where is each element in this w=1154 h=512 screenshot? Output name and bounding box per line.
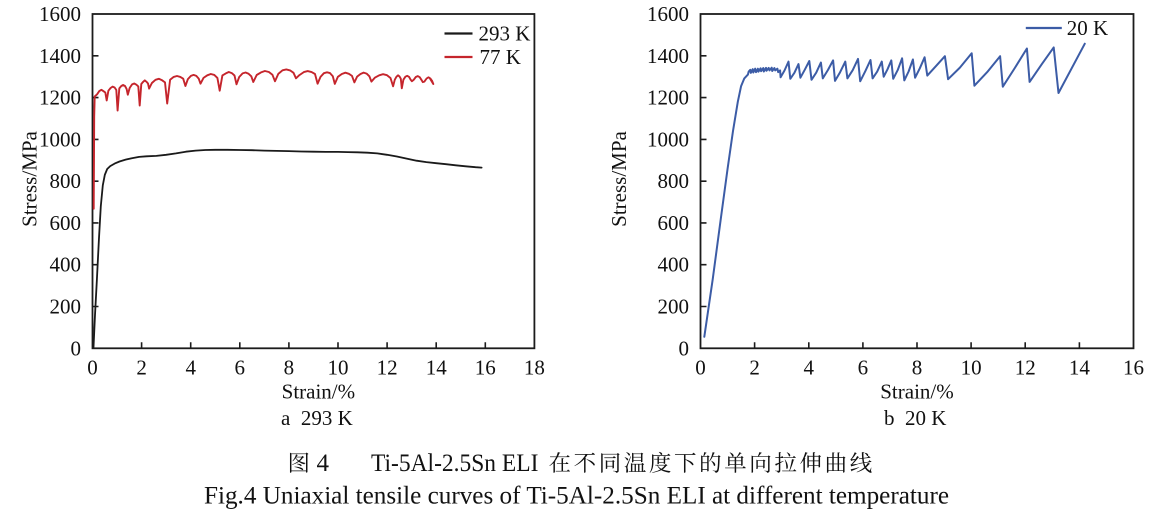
svg-text:600: 600 [658,211,690,235]
svg-text:Strain/%: Strain/% [880,379,954,403]
svg-text:1600: 1600 [39,2,81,26]
svg-text:0: 0 [695,355,706,379]
svg-text:1000: 1000 [647,127,689,151]
svg-text:0: 0 [71,336,82,360]
svg-text:16: 16 [475,355,496,379]
svg-text:Fig.4 Uniaxial tensile curves: Fig.4 Uniaxial tensile curves of Ti-5Al-… [204,482,949,509]
svg-text:200: 200 [50,295,82,319]
svg-text:293 K: 293 K [479,22,531,46]
svg-text:200: 200 [658,295,690,319]
svg-text:1200: 1200 [647,86,689,110]
svg-text:800: 800 [658,169,690,193]
svg-text:20 K: 20 K [1067,16,1108,40]
svg-text:600: 600 [50,211,82,235]
svg-text:4: 4 [804,355,815,379]
svg-text:0: 0 [679,336,690,360]
svg-text:b 20 K: b 20 K [884,406,946,430]
svg-text:Stress/MPa: Stress/MPa [18,130,42,226]
svg-text:1000: 1000 [39,127,81,151]
svg-text:800: 800 [50,169,82,193]
svg-text:Ti-5Al-2.5Sn ELI: Ti-5Al-2.5Sn ELI [371,450,538,477]
svg-text:Stress/MPa: Stress/MPa [607,130,631,226]
svg-text:6: 6 [858,355,869,379]
svg-text:Strain/%: Strain/% [282,379,356,403]
svg-text:0: 0 [87,355,98,379]
svg-text:1400: 1400 [647,44,689,68]
svg-text:1400: 1400 [39,44,81,68]
svg-text:1200: 1200 [39,86,81,110]
svg-text:10: 10 [961,355,982,379]
svg-text:400: 400 [658,253,690,277]
svg-text:4: 4 [317,450,330,477]
svg-text:18: 18 [524,355,545,379]
svg-text:14: 14 [426,355,448,379]
svg-text:12: 12 [1015,355,1036,379]
svg-text:2: 2 [136,355,147,379]
svg-text:1600: 1600 [647,2,689,26]
svg-text:77 K: 77 K [480,45,521,69]
svg-text:16: 16 [1123,355,1144,379]
svg-text:10: 10 [328,355,349,379]
svg-text:4: 4 [185,355,196,379]
svg-text:6: 6 [235,355,246,379]
svg-text:a 293 K: a 293 K [281,406,353,430]
svg-text:14: 14 [1069,355,1091,379]
svg-text:8: 8 [284,355,295,379]
svg-text:12: 12 [377,355,398,379]
svg-text:8: 8 [912,355,923,379]
svg-text:400: 400 [50,253,82,277]
svg-text:2: 2 [749,355,760,379]
